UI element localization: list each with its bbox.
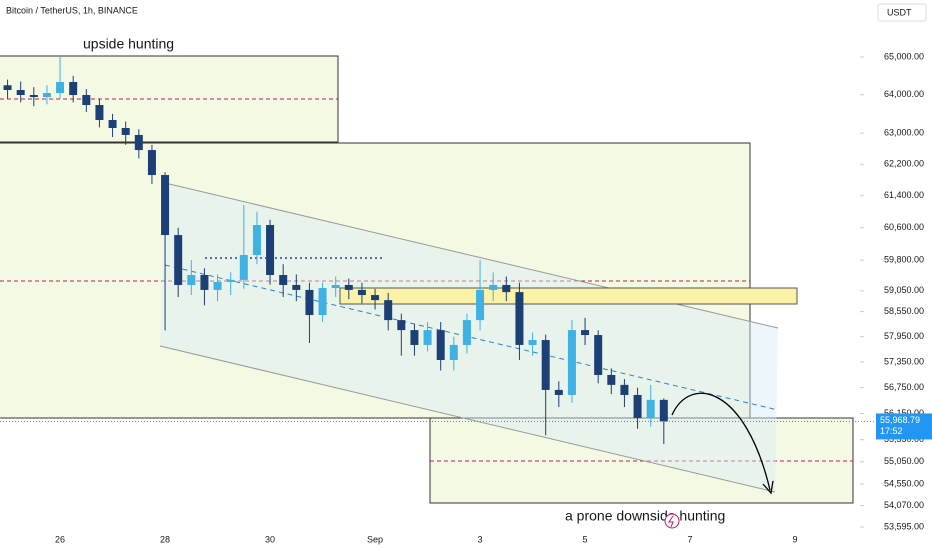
chart-title: Bitcoin / TetherUS, 1h, BINANCE [6, 5, 138, 15]
y-tick-label: 54,550.00 [884, 478, 924, 488]
annotation: a prone downside hunting [565, 508, 725, 524]
y-tick-label: 60,600.00 [884, 222, 924, 232]
candle-body [69, 82, 78, 96]
y-tick-label: 64,000.00 [884, 89, 924, 99]
x-tick-label: 26 [55, 534, 65, 544]
y-tick-label: 61,400.00 [884, 190, 924, 200]
candle-body [213, 281, 222, 290]
arrow-head [762, 480, 774, 495]
y-tick-label: 65,000.00 [884, 51, 924, 61]
candle-body [42, 93, 51, 98]
candle-body [357, 289, 366, 296]
candle-body [318, 288, 327, 316]
candle-body [620, 384, 629, 395]
y-tick-label: 59,050.00 [884, 285, 924, 295]
projection-arrow [671, 392, 771, 491]
y-tick-label: 56,750.00 [884, 382, 924, 392]
y-tick-label: 62,200.00 [884, 159, 924, 169]
candle-body [462, 320, 471, 345]
candle-body [659, 399, 668, 422]
candle-body [528, 340, 537, 345]
candle-body [147, 150, 156, 176]
candle-body [489, 284, 498, 290]
candles [3, 57, 668, 445]
candle-body [252, 225, 261, 256]
candle-body [226, 279, 235, 282]
last-price-label: 55,968.79 [880, 415, 920, 425]
candle-body [646, 399, 655, 418]
y-tick-label: 54,070.00 [884, 500, 924, 510]
currency-box [877, 3, 927, 22]
candle-body [607, 374, 616, 385]
candle-body [174, 235, 183, 285]
x-tick-label: 3 [478, 534, 483, 544]
candle-body [200, 275, 209, 290]
candle-body [305, 289, 314, 316]
candle-body [292, 284, 301, 290]
y-tick-label: 55,050.00 [884, 456, 924, 466]
candle-body [449, 344, 458, 360]
y-tick-label: 63,000.00 [884, 128, 924, 138]
candle-body [502, 284, 511, 293]
candle-body [581, 330, 590, 336]
candle-body [279, 275, 288, 285]
y-tick-label: 56,150.00 [884, 408, 924, 418]
y-tick-label: 57,950.00 [884, 331, 924, 341]
y-tick-label: 53,595.00 [884, 521, 924, 531]
candle-body [423, 330, 432, 345]
candle-body [29, 95, 38, 98]
channel-midline [164, 264, 779, 411]
countdown: 17:52 [880, 426, 903, 436]
candle-body [331, 284, 340, 289]
candle-body [410, 330, 419, 345]
x-tick-label: 5 [583, 534, 588, 544]
candle-body [82, 95, 91, 105]
event-icon [664, 513, 680, 529]
channel-line [159, 345, 776, 493]
candle-body [476, 289, 485, 321]
candle-body [121, 128, 130, 135]
candle-body [161, 175, 170, 236]
y-tick-label: 59,800.00 [884, 255, 924, 265]
candle-body [397, 320, 406, 331]
x-tick-label: 7 [688, 534, 693, 544]
supply-zone [339, 287, 798, 305]
candle-body [515, 292, 524, 345]
candle-body [633, 394, 642, 418]
y-tick-label: 58,550.00 [884, 306, 924, 316]
candle-body [266, 225, 275, 276]
candle-body [239, 255, 248, 280]
candle-body [541, 340, 550, 390]
candle-body [554, 389, 563, 395]
candle-body [134, 134, 143, 151]
candle-body [594, 335, 603, 375]
candle-body [344, 284, 353, 290]
x-tick-label: 30 [265, 534, 275, 544]
top-layer: Bitcoin / TetherUS, 1h, BINANCE USDT 65,… [0, 3, 932, 544]
x-tick-label: 9 [793, 534, 798, 544]
candle-body [16, 90, 25, 96]
x-tick-label: 28 [160, 534, 170, 544]
x-tick-label: Sep [367, 534, 383, 544]
annotation: upside hunting [83, 36, 174, 52]
event-icon-bolt [668, 515, 674, 528]
candle-body [95, 104, 104, 120]
candle-body [108, 119, 117, 129]
last-price-box [876, 413, 932, 440]
candle-body [384, 300, 393, 321]
candle-body [436, 330, 445, 360]
candle-body [187, 275, 196, 285]
candle-body [567, 330, 576, 395]
currency: USDT [887, 7, 912, 17]
y-tick-label: 57,350.00 [884, 356, 924, 366]
candle-body [371, 295, 380, 301]
candle-body [3, 85, 12, 91]
candle-body [56, 82, 65, 94]
